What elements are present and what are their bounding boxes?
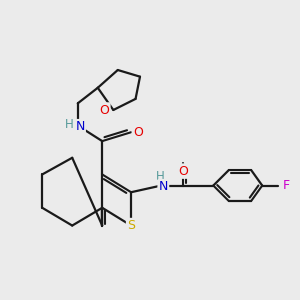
Text: O: O bbox=[133, 126, 143, 139]
Text: F: F bbox=[283, 179, 290, 192]
Text: O: O bbox=[178, 165, 188, 178]
Text: S: S bbox=[127, 219, 135, 232]
Text: O: O bbox=[100, 103, 110, 116]
Text: N: N bbox=[159, 180, 168, 193]
Text: H: H bbox=[64, 118, 73, 131]
Text: N: N bbox=[75, 120, 85, 133]
Text: H: H bbox=[156, 170, 164, 183]
